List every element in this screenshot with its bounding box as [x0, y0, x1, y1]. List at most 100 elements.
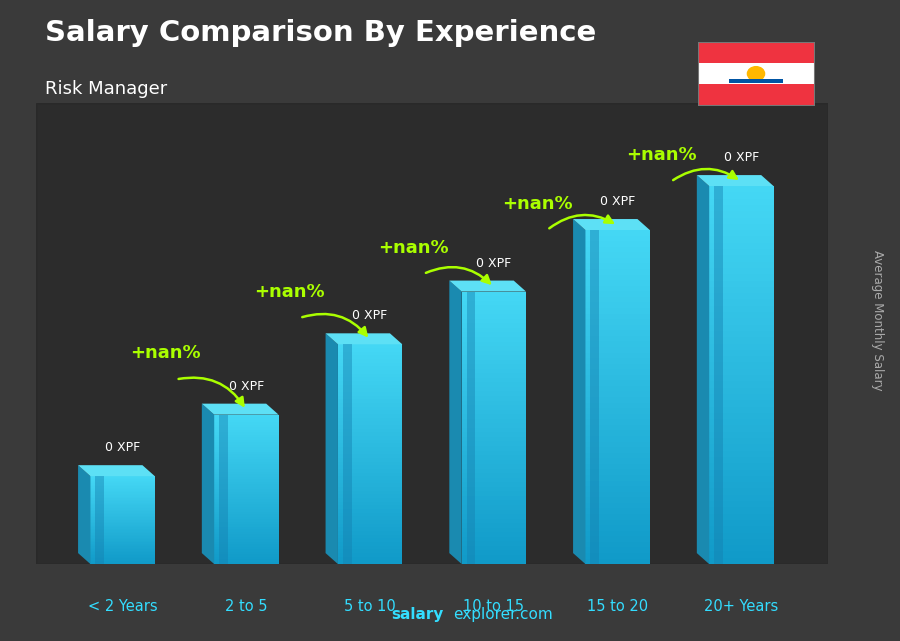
Bar: [338, 465, 402, 469]
Bar: [462, 414, 526, 419]
Bar: [338, 436, 402, 440]
Bar: [214, 420, 279, 422]
Text: 0 XPF: 0 XPF: [476, 256, 511, 270]
Bar: [586, 325, 650, 330]
Bar: [586, 514, 650, 520]
Bar: [95, 476, 104, 564]
Bar: [90, 528, 155, 529]
Bar: [90, 533, 155, 535]
Bar: [462, 401, 526, 405]
Bar: [338, 542, 402, 545]
Bar: [338, 528, 402, 531]
Bar: [214, 497, 279, 499]
Bar: [586, 547, 650, 553]
Bar: [709, 350, 773, 356]
Bar: [338, 417, 402, 421]
Text: Salary Comparison By Experience: Salary Comparison By Experience: [45, 19, 596, 47]
Bar: [338, 366, 402, 370]
Bar: [214, 437, 279, 440]
Bar: [90, 520, 155, 522]
Bar: [586, 436, 650, 442]
Bar: [462, 319, 526, 323]
Bar: [586, 286, 650, 291]
Bar: [709, 319, 773, 325]
Bar: [729, 79, 783, 83]
Bar: [338, 385, 402, 388]
Bar: [214, 477, 279, 479]
Bar: [90, 555, 155, 557]
Bar: [462, 369, 526, 373]
Bar: [338, 462, 402, 465]
Bar: [698, 42, 814, 63]
Bar: [214, 527, 279, 529]
Bar: [90, 482, 155, 483]
Bar: [338, 524, 402, 528]
Bar: [338, 498, 402, 502]
Bar: [90, 561, 155, 563]
Bar: [586, 258, 650, 263]
Bar: [462, 560, 526, 564]
Bar: [709, 388, 773, 394]
FancyArrowPatch shape: [426, 267, 490, 283]
Bar: [90, 517, 155, 519]
Bar: [338, 421, 402, 425]
Bar: [709, 520, 773, 526]
Polygon shape: [202, 404, 279, 415]
Bar: [709, 224, 773, 230]
Bar: [90, 495, 155, 497]
Bar: [709, 299, 773, 306]
Bar: [586, 342, 650, 347]
Bar: [462, 423, 526, 428]
Bar: [462, 514, 526, 519]
Bar: [90, 512, 155, 513]
Polygon shape: [78, 465, 90, 564]
Bar: [338, 531, 402, 535]
Bar: [90, 547, 155, 548]
Bar: [698, 63, 814, 85]
Bar: [90, 532, 155, 533]
Bar: [709, 255, 773, 262]
Bar: [214, 452, 279, 454]
Bar: [214, 549, 279, 552]
Bar: [338, 472, 402, 476]
Bar: [338, 348, 402, 352]
Bar: [214, 512, 279, 514]
Bar: [462, 342, 526, 346]
Bar: [709, 419, 773, 426]
Bar: [709, 406, 773, 413]
Bar: [462, 360, 526, 364]
Bar: [214, 539, 279, 542]
Bar: [90, 497, 155, 498]
Bar: [462, 505, 526, 510]
Bar: [214, 554, 279, 556]
Bar: [462, 333, 526, 337]
Bar: [586, 442, 650, 447]
Text: 2 to 5: 2 to 5: [225, 599, 267, 614]
Bar: [709, 375, 773, 381]
Bar: [338, 355, 402, 359]
Bar: [709, 356, 773, 362]
Bar: [90, 529, 155, 530]
Bar: [462, 383, 526, 387]
Bar: [214, 479, 279, 482]
Bar: [338, 406, 402, 410]
Bar: [462, 405, 526, 410]
Bar: [586, 319, 650, 325]
Bar: [214, 449, 279, 452]
Bar: [214, 460, 279, 462]
Polygon shape: [697, 175, 773, 186]
Bar: [586, 431, 650, 436]
Bar: [586, 392, 650, 397]
Bar: [214, 534, 279, 537]
Text: < 2 Years: < 2 Years: [88, 599, 158, 614]
Bar: [338, 378, 402, 381]
Bar: [220, 415, 228, 564]
Bar: [462, 305, 526, 310]
Bar: [462, 437, 526, 442]
Bar: [586, 397, 650, 403]
Bar: [214, 474, 279, 477]
Bar: [90, 554, 155, 555]
Bar: [462, 314, 526, 319]
Bar: [462, 532, 526, 537]
Bar: [90, 506, 155, 507]
